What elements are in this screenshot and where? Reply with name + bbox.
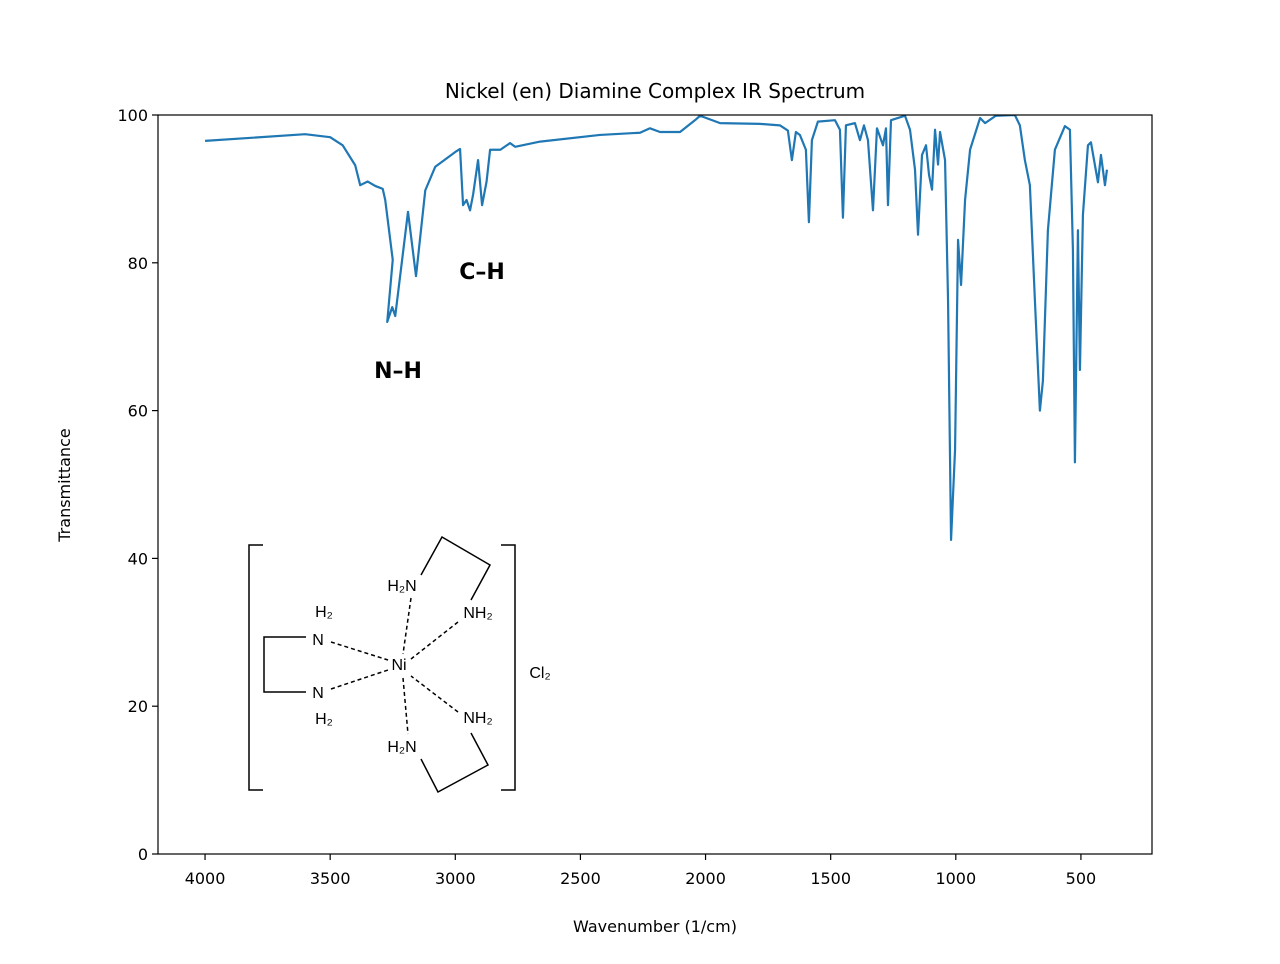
ticks: 4000 3500 3000 2500 2000 1500 1000 500 0 20 40 60 80… [117,106,1096,888]
x-tick-label: 3500 [310,869,351,888]
bond [420,732,490,794]
atom-label: H₂N [387,578,416,595]
atom-label: H₂ [315,604,333,621]
bond [330,641,389,661]
atom-label: N [312,685,324,702]
atom-label: N [312,632,324,649]
x-tick-label: 2500 [560,869,601,888]
y-tick-label: 80 [128,254,148,273]
y-tick-label: 100 [117,106,148,125]
x-tick-label: 1500 [810,869,851,888]
y-tick-label: 60 [128,402,148,421]
x-tick-label: 500 [1066,869,1097,888]
atom-label: H₂N [387,739,416,756]
counterion-label: Cl₂ [529,665,550,682]
annotation: C–H [459,260,505,285]
chart-title: Nickel (en) Diamine Complex IR Spectrum [445,79,865,103]
atom-label: Ni [391,657,406,674]
y-axis-label: Transmittance [55,428,74,542]
bond [420,535,492,601]
bracket [501,544,516,791]
bond [330,669,389,690]
y-tick-label: 40 [128,549,148,568]
x-tick-label: 2000 [685,869,726,888]
x-tick-label: 3000 [435,869,476,888]
atom-label: NH₂ [463,605,492,622]
atom-label: NH₂ [463,710,492,727]
annotation: N–H [374,359,422,384]
bracket [248,544,263,791]
y-tick-label: 20 [128,697,148,716]
atom-label: H₂ [315,711,333,728]
bond [402,677,409,735]
bond [410,621,459,660]
x-tick-label: 4000 [185,869,226,888]
plot-area [204,115,1109,542]
bond [410,675,459,713]
y-tick-label: 0 [138,845,148,864]
structure-inset: H₂N NH₂ H₂ N Ni N H₂ NH₂ H₂N Cl₂ [248,535,551,794]
coordination-bonds [330,597,459,735]
bond [263,636,306,693]
axes-frame [157,114,1153,855]
x-axis-label: Wavenumber (1/cm) [573,917,737,936]
x-tick-label: 1000 [935,869,976,888]
spectrum-line [204,115,1109,542]
bond [402,597,412,655]
